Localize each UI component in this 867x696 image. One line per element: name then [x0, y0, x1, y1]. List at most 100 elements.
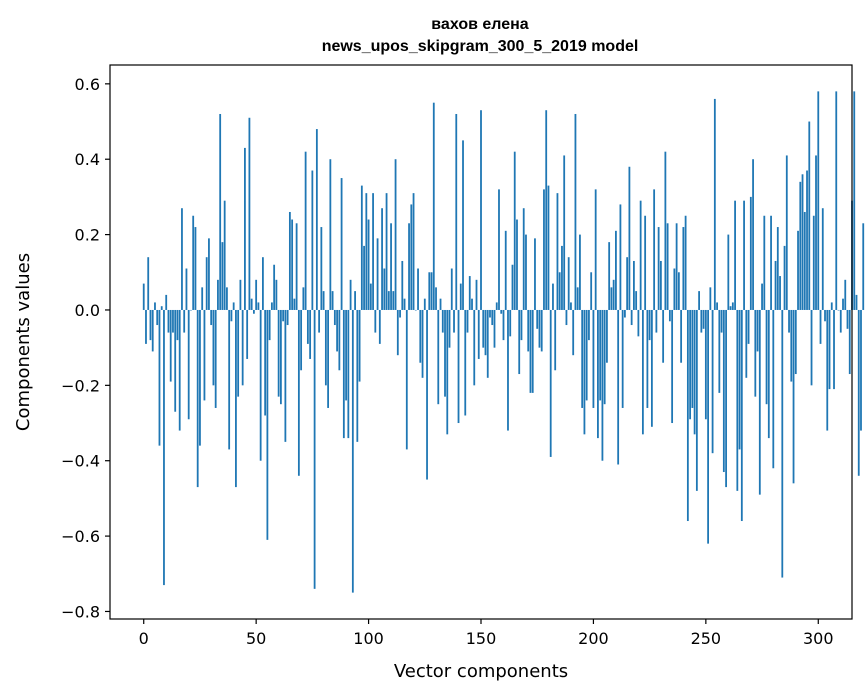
- bar: [329, 159, 332, 310]
- bar: [273, 264, 276, 310]
- bar: [426, 309, 428, 480]
- bar: [817, 91, 820, 310]
- bar: [507, 309, 509, 431]
- bar: [257, 302, 260, 310]
- bar: [304, 151, 307, 310]
- bar: [394, 159, 397, 310]
- bar: [405, 309, 408, 450]
- bar: [367, 219, 370, 310]
- bar: [612, 279, 615, 310]
- bar: [828, 309, 831, 390]
- bar: [259, 309, 262, 461]
- bar: [214, 309, 217, 408]
- bar: [516, 219, 518, 310]
- bar: [522, 208, 525, 310]
- bar: [668, 309, 671, 322]
- bar: [839, 309, 842, 333]
- bar: [396, 309, 399, 356]
- bar: [268, 309, 271, 341]
- bar: [824, 309, 826, 322]
- bar: [686, 309, 689, 522]
- bar: [707, 309, 709, 544]
- bar: [673, 268, 676, 310]
- bar: [509, 309, 512, 337]
- bar: [151, 309, 154, 352]
- bar: [511, 264, 514, 310]
- bar: [702, 309, 705, 329]
- bar: [635, 291, 638, 310]
- bar: [653, 189, 656, 310]
- bar: [376, 238, 379, 310]
- bar: [482, 309, 485, 348]
- bar: [785, 155, 788, 310]
- x-axis-label: Vector components: [394, 661, 568, 682]
- bar: [500, 309, 503, 314]
- bar: [743, 200, 745, 310]
- bar: [608, 242, 611, 310]
- bar: [731, 302, 734, 310]
- y-tick-label: −0.8: [61, 602, 100, 621]
- bar: [650, 309, 653, 427]
- bar: [740, 309, 743, 522]
- bar: [615, 230, 617, 310]
- bar: [419, 309, 422, 363]
- bar: [210, 309, 213, 326]
- bar: [554, 309, 557, 371]
- bar: [603, 309, 606, 405]
- bar: [315, 129, 318, 310]
- bar: [657, 227, 660, 310]
- bar: [680, 309, 683, 363]
- bar: [767, 309, 770, 439]
- y-tick-label: 0.2: [75, 226, 100, 245]
- bar: [565, 309, 568, 326]
- bar: [248, 117, 251, 310]
- bar: [763, 215, 766, 310]
- bar: [581, 309, 584, 408]
- bar: [583, 309, 586, 435]
- bar: [390, 223, 392, 310]
- bar: [835, 91, 838, 310]
- bar: [149, 309, 152, 341]
- bar: [695, 309, 698, 491]
- bar: [466, 309, 469, 333]
- bar: [803, 211, 806, 310]
- bar: [421, 309, 424, 378]
- bar: [192, 215, 195, 310]
- bar: [711, 309, 714, 454]
- bar: [262, 257, 264, 310]
- x-tick-label: 300: [803, 629, 834, 648]
- bar: [624, 309, 626, 318]
- bar: [270, 302, 273, 310]
- bar: [821, 208, 824, 310]
- bar: [529, 309, 532, 393]
- bar: [691, 309, 694, 408]
- bar: [226, 287, 228, 310]
- y-axis-label: Components values: [13, 253, 34, 431]
- bar: [201, 287, 204, 310]
- bar: [639, 200, 642, 310]
- bar: [788, 309, 790, 333]
- bar: [437, 309, 440, 405]
- bar: [846, 309, 849, 329]
- bar: [518, 309, 521, 375]
- bar: [300, 309, 303, 371]
- bar: [579, 234, 581, 310]
- bar: [250, 298, 253, 310]
- bar: [797, 230, 799, 310]
- y-tick-label: 0.4: [75, 150, 100, 169]
- bar: [646, 309, 649, 408]
- bar: [311, 170, 314, 310]
- bar: [504, 230, 507, 310]
- bar: [205, 257, 208, 310]
- bar: [527, 309, 530, 352]
- bar: [320, 227, 323, 310]
- bar: [167, 309, 170, 333]
- bar: [160, 306, 163, 310]
- bar: [286, 309, 289, 326]
- bar: [208, 238, 210, 310]
- bar: [408, 223, 410, 310]
- bar: [423, 298, 426, 310]
- bar: [556, 193, 559, 310]
- bar: [709, 287, 712, 310]
- bar: [349, 279, 352, 310]
